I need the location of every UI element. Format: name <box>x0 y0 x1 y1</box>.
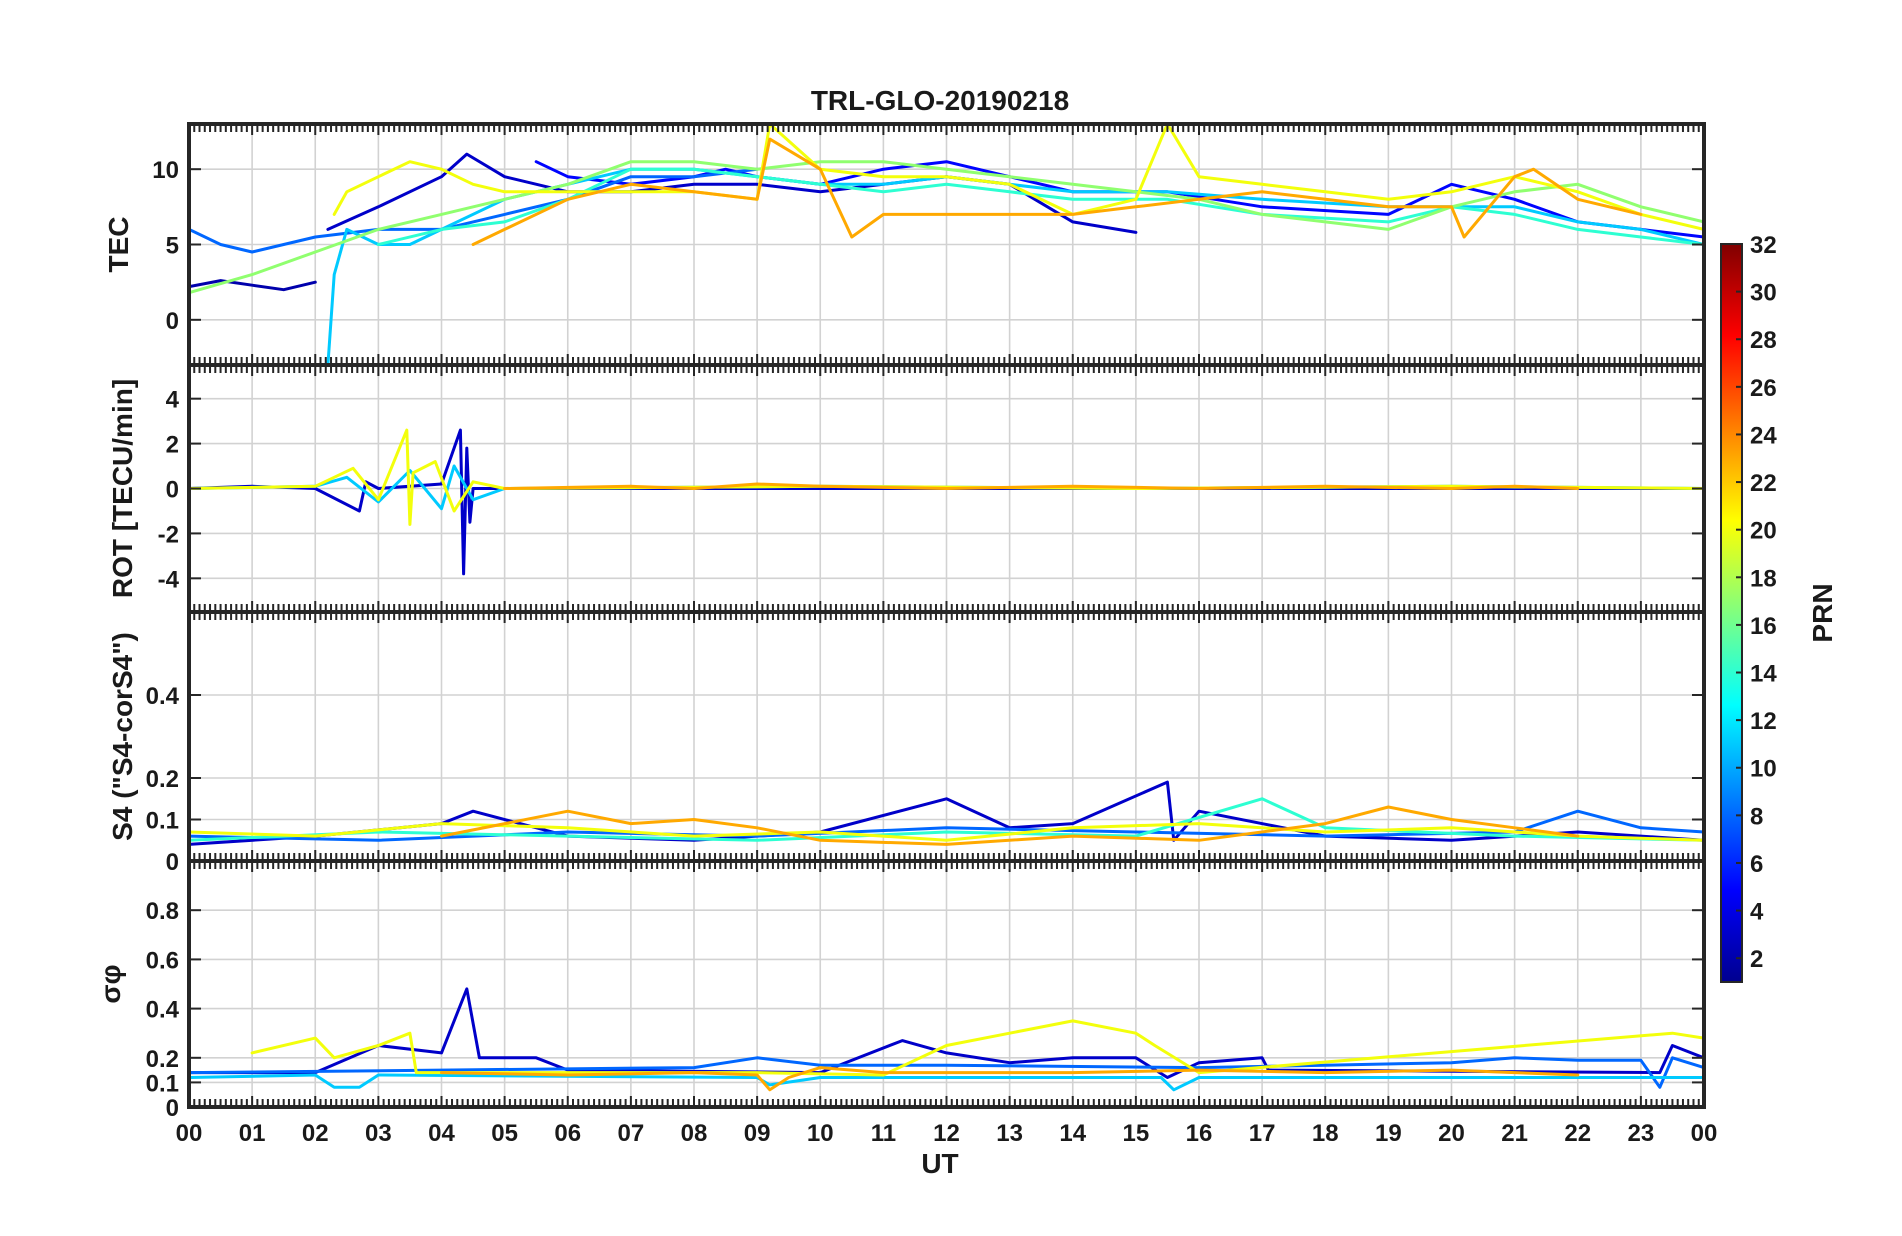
y-tick-label: 0 <box>166 477 179 504</box>
x-tick-label: 00 <box>1691 1120 1718 1147</box>
colorbar-tick-label: 2 <box>1750 946 1763 973</box>
x-tick-label: 03 <box>365 1120 392 1147</box>
series-line-prn-23 <box>503 482 1580 490</box>
series-line-prn-23 <box>440 1066 1580 1092</box>
y-tick-label: 0 <box>166 849 179 876</box>
x-tick-label: 04 <box>428 1120 455 1147</box>
y-tick-label: 0.6 <box>146 947 179 974</box>
colorbar-tick-label: 16 <box>1750 613 1777 640</box>
axis-ticks <box>188 861 1705 1108</box>
x-tick-label: 14 <box>1059 1120 1086 1147</box>
y-tick-label: 2 <box>166 432 179 459</box>
panel-s4: 0 0.1 0.2 0.4 S4 ("S4-corS4") <box>107 610 1706 876</box>
x-tick-label: 05 <box>491 1120 518 1147</box>
colorbar-tick-label: 6 <box>1750 851 1763 878</box>
x-tick-label: 02 <box>302 1120 329 1147</box>
x-tick-label: 23 <box>1628 1120 1655 1147</box>
x-tick-label: 09 <box>744 1120 771 1147</box>
x-tick-label: 11 <box>871 1120 896 1147</box>
x-tick-label: 19 <box>1375 1120 1402 1147</box>
y-tick-label: 0 <box>166 1095 179 1122</box>
y-tick-label: 0.1 <box>146 808 179 835</box>
colorbar-tick-label: 4 <box>1750 899 1764 926</box>
x-tick-label: 21 <box>1501 1120 1528 1147</box>
y-axis-label-sigma: σφ <box>95 964 126 1003</box>
x-tick-label: 13 <box>996 1120 1023 1147</box>
series-line-prn-14 <box>376 167 1704 246</box>
x-tick-label: 18 <box>1312 1120 1339 1147</box>
colorbar-tick-label: 32 <box>1750 232 1777 259</box>
axis-ticks <box>188 612 1705 862</box>
series-line-prn-20 <box>189 822 1704 842</box>
series-group <box>189 124 1704 365</box>
colorbar-tick-label: 28 <box>1750 327 1777 354</box>
x-tick-label: 16 <box>1186 1120 1213 1147</box>
series-line-prn-8 <box>189 167 759 254</box>
series-line-prn-20 <box>250 1019 1704 1077</box>
y-tick-label: 0 <box>166 308 179 335</box>
panel-tec: 0 5 10 TEC <box>103 122 1706 367</box>
x-tick-label: 08 <box>681 1120 708 1147</box>
y-axis-label-rot: ROT [TECU/min] <box>107 379 138 598</box>
y-axis-label-s4: S4 ("S4-corS4") <box>107 632 138 841</box>
colorbar-tick-label: 26 <box>1750 375 1777 402</box>
y-tick-label: 5 <box>166 233 179 260</box>
chart-title: TRL-GLO-20190218 <box>811 85 1069 116</box>
x-tick-label: 15 <box>1123 1120 1150 1147</box>
panel-rot: -4 -2 0 2 4 ROT [TECU/min] <box>107 363 1706 614</box>
colorbar-tick-label: 8 <box>1750 803 1763 830</box>
series-line-prn-14 <box>189 797 1704 842</box>
x-tick-labels: 00 01 02 03 04 05 06 07 08 09 10 11 12 13 14 15 16 17 18 19… <box>176 1120 1718 1147</box>
series-group <box>189 987 1704 1092</box>
y-tick-label: -2 <box>158 521 179 548</box>
series-group <box>189 428 1704 576</box>
x-tick-label: 06 <box>554 1120 581 1147</box>
x-tick-label: 17 <box>1249 1120 1276 1147</box>
colorbar-label: PRN <box>1807 583 1838 642</box>
x-tick-label: 20 <box>1438 1120 1465 1147</box>
series-line-prn-2 <box>189 279 317 292</box>
series-line-prn-20 <box>332 124 1704 231</box>
y-tick-label: 0.4 <box>146 997 180 1024</box>
colorbar-tick-label: 14 <box>1750 661 1777 688</box>
x-tick-label: 10 <box>807 1120 834 1147</box>
panel-sigma: 00.10.2 0.4 0.6 0.8 σφ <box>95 859 1706 1122</box>
colorbar-tick-label: 22 <box>1750 470 1777 497</box>
y-tick-label: 0.4 <box>146 683 180 710</box>
y-tick-label: 0.8 <box>146 898 179 925</box>
x-tick-label: 00 <box>176 1120 203 1147</box>
x-tick-label: 22 <box>1564 1120 1591 1147</box>
colorbar-tick-label: 18 <box>1750 565 1777 592</box>
y-tick-label: -4 <box>158 566 180 593</box>
x-axis-label: UT <box>921 1148 958 1179</box>
series-group <box>189 780 1704 846</box>
y-tick-label: 0.2 <box>146 766 179 793</box>
series-line-prn-23 <box>471 137 1643 246</box>
y-tick-label: 0.1 <box>146 1070 179 1097</box>
series-line-prn-23 <box>440 805 1580 846</box>
colorbar-tick-label: 30 <box>1750 280 1777 307</box>
colorbar-tick-label: 20 <box>1750 518 1777 545</box>
x-tick-label: 01 <box>239 1120 266 1147</box>
y-axis-label-tec: TEC <box>103 217 134 273</box>
y-tick-label: 10 <box>152 157 179 184</box>
x-tick-label: 12 <box>933 1120 960 1147</box>
axis-ticks <box>188 124 1705 365</box>
x-tick-label: 07 <box>618 1120 645 1147</box>
y-tick-label: 0.2 <box>146 1046 179 1073</box>
colorbar-tick-label: 10 <box>1750 756 1777 783</box>
colorbar-tick-label: 12 <box>1750 708 1777 735</box>
colorbar-tick-label: 24 <box>1750 422 1777 449</box>
y-tick-label: 4 <box>166 387 180 414</box>
colorbar-gradient <box>1720 243 1743 983</box>
